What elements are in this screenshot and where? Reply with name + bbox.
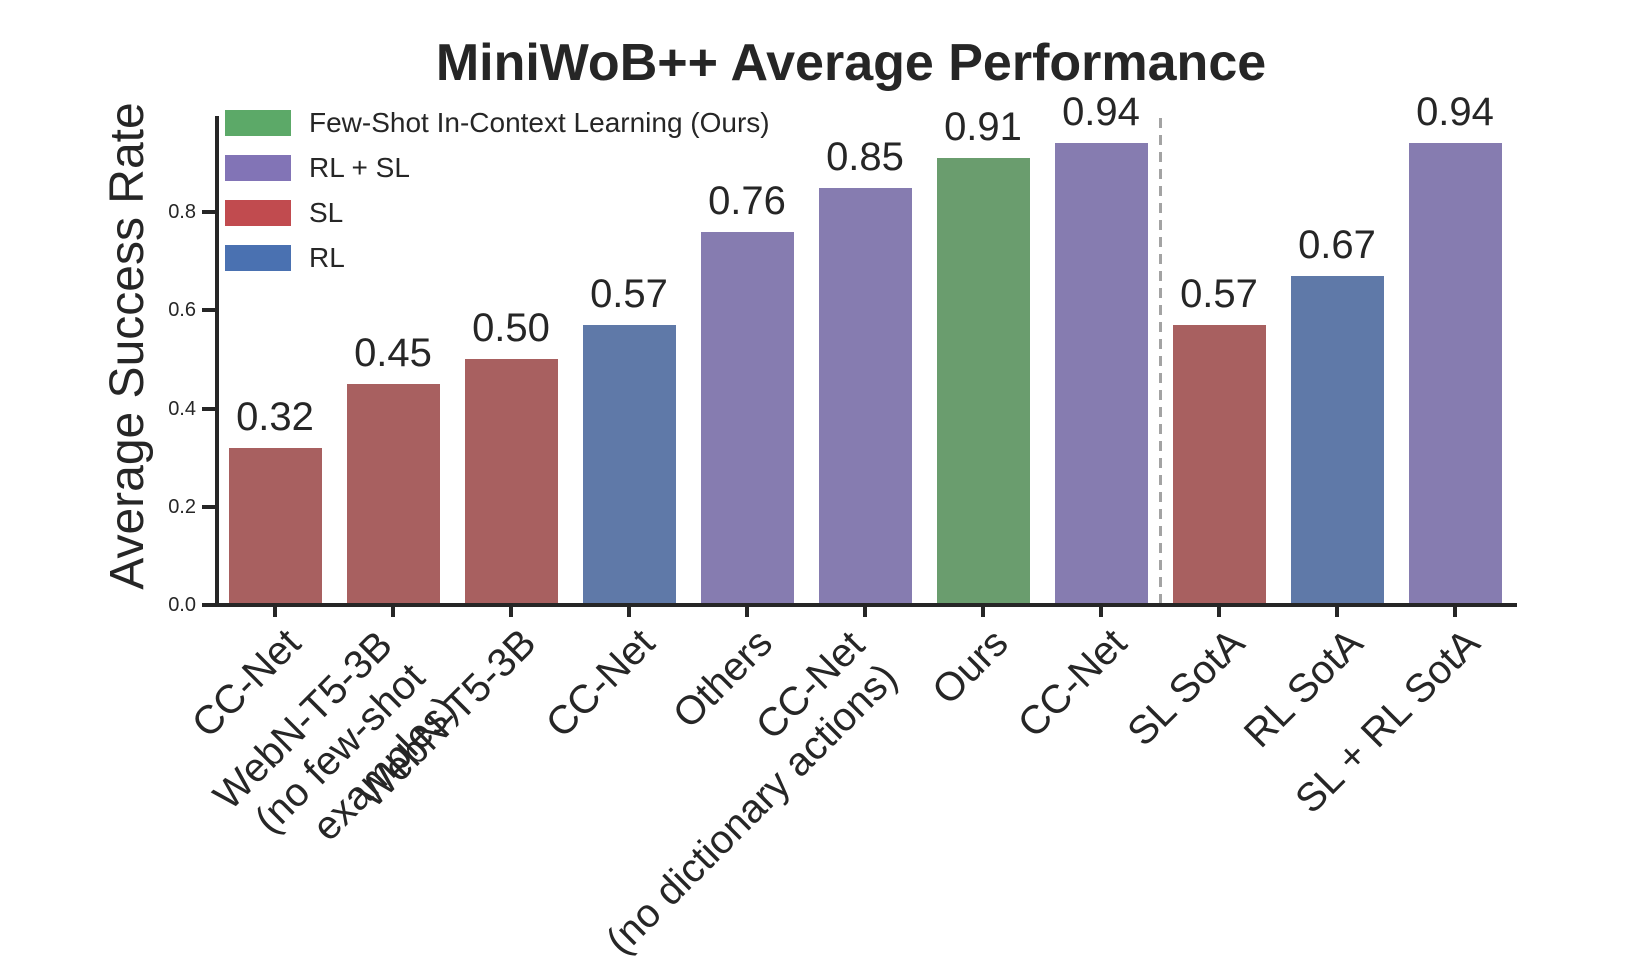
bar-11	[1408, 143, 1502, 605]
y-tick-label: 0.8	[168, 201, 196, 223]
bar-value-label: 0.45	[354, 331, 432, 375]
y-tick-label: 0.2	[168, 496, 196, 518]
x-tick-mark	[981, 607, 985, 617]
y-tick-mark	[202, 210, 215, 214]
bar-7	[936, 158, 1030, 605]
y-tick-mark	[202, 505, 215, 509]
y-tick-label: 0.0	[168, 594, 196, 616]
x-tick-mark	[1217, 607, 1221, 617]
bar-value-label: 0.94	[1416, 90, 1494, 134]
legend-swatch-green	[225, 110, 291, 136]
x-tick-mark	[1453, 607, 1457, 617]
x-tick-mark	[509, 607, 513, 617]
bar-1	[228, 448, 322, 605]
bar-4	[582, 325, 676, 605]
bar-value-label: 0.76	[708, 179, 786, 223]
legend-label: RL	[309, 242, 345, 273]
y-tick-mark	[202, 308, 215, 312]
bar-value-label: 0.67	[1298, 223, 1376, 267]
x-tick-mark	[745, 607, 749, 617]
group-separator-line	[1159, 118, 1162, 605]
bar-value-label: 0.94	[1062, 90, 1140, 134]
legend-swatch-purple	[225, 155, 291, 181]
bar-value-label: 0.91	[944, 105, 1022, 149]
legend-label: RL + SL	[309, 152, 410, 183]
bar-9	[1172, 325, 1266, 605]
bar-value-label: 0.57	[1180, 272, 1258, 316]
chart-title: MiniWoB++ Average Performance	[435, 34, 1267, 92]
bar-6	[818, 188, 912, 605]
y-tick-label: 0.6	[168, 299, 196, 321]
y-axis-spine	[215, 116, 219, 607]
x-tick-mark	[863, 607, 867, 617]
x-tick-mark	[273, 607, 277, 617]
bar-value-label: 0.32	[236, 395, 314, 439]
bar-5	[700, 232, 794, 605]
x-tick-label: SL SotA	[1118, 620, 1253, 755]
x-tick-label: Ours	[924, 620, 1017, 714]
legend-label: SL	[309, 197, 344, 228]
bar-value-label: 0.57	[590, 272, 668, 316]
x-tick-label: CC-Net	[1009, 620, 1135, 747]
legend-swatch-red	[225, 200, 291, 226]
y-tick-mark	[202, 407, 215, 411]
x-tick-mark	[391, 607, 395, 617]
x-tick-label: CC-Net	[537, 620, 663, 747]
bar-2	[346, 384, 440, 605]
y-tick-mark	[202, 603, 215, 607]
bar-3	[464, 359, 558, 605]
x-axis-spine	[213, 603, 1517, 607]
bar-10	[1290, 276, 1384, 605]
legend-swatch-blue	[225, 245, 291, 271]
x-tick-mark	[627, 607, 631, 617]
x-tick-mark	[1099, 607, 1103, 617]
y-tick-label: 0.4	[168, 398, 196, 420]
legend-label: Few-Shot In-Context Learning (Ours)	[309, 107, 770, 138]
bar-value-label: 0.50	[472, 306, 550, 350]
bar-8	[1054, 143, 1148, 605]
x-tick-mark	[1335, 607, 1339, 617]
bar-value-label: 0.85	[826, 135, 904, 179]
